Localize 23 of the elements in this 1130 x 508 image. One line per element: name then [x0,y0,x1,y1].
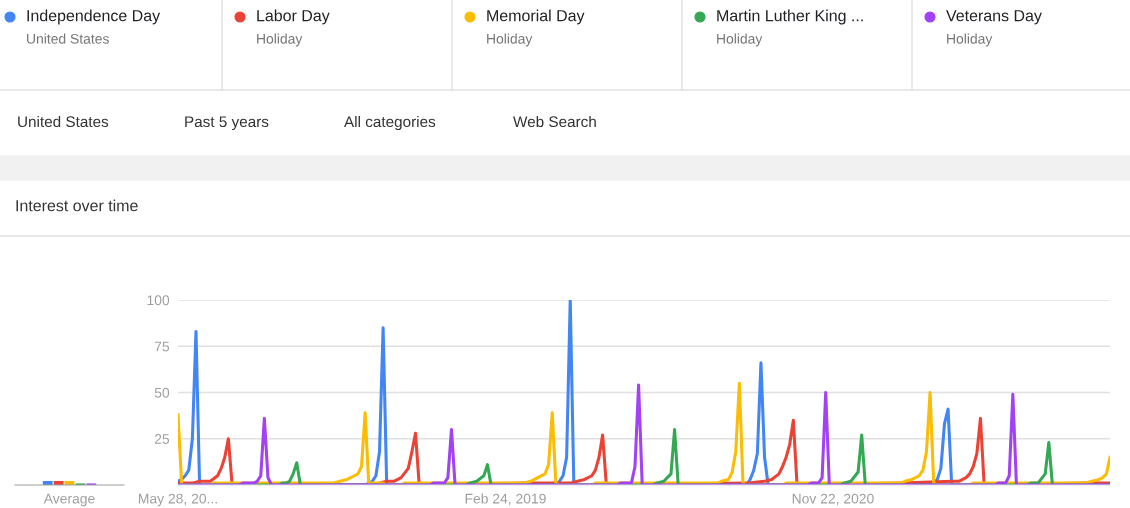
text: Holiday [717,33,763,47]
legend-label: Independence Day [27,9,161,25]
x-tick-label: Feb 24, 2019 [465,493,546,506]
y-tick-label: 50 [154,387,170,398]
text: Past 5 years [185,116,269,131]
legend-label: Labor Day [257,9,330,25]
text: Holiday [257,33,303,47]
legend-label: Memorial Day [487,9,585,25]
text: United States [27,33,109,44]
text: All categories [344,115,436,131]
x-tick-label: Average [43,493,95,507]
text: Web Search [513,115,596,128]
y-tick-label: 75 [154,341,170,352]
y-tick-label: 25 [154,434,170,444]
legend-label: Martin Luther King ... [717,9,863,25]
y-tick-label: 100 [147,295,170,306]
chart-title: Interest over time [16,199,138,212]
legend-label: Veterans Day [946,10,1042,25]
text: United States [18,115,109,128]
text: Holiday [947,33,993,47]
text: Holiday [487,33,533,47]
x-tick-label: May 28, 20... [139,493,217,507]
x-tick-label: Nov 22, 2020 [792,493,874,506]
